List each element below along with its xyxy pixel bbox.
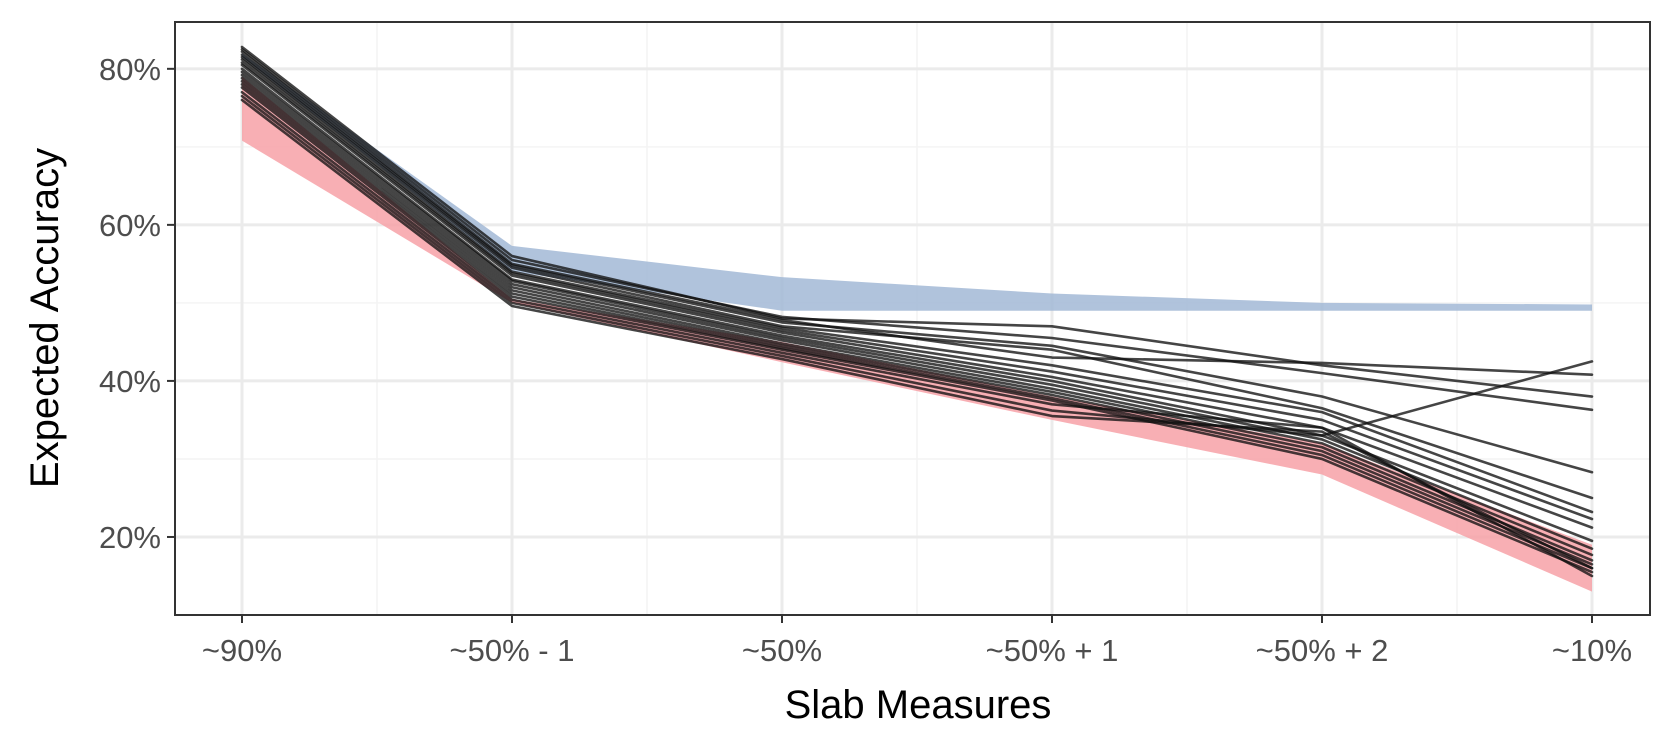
major-gridlines <box>175 22 1650 615</box>
series-line-1 <box>240 45 1594 398</box>
x-tick-label: ~50% - 1 <box>450 633 575 668</box>
x-tick-label: ~50% + 1 <box>986 633 1119 668</box>
series-line-18 <box>240 98 1594 570</box>
series-line-10 <box>240 70 1594 550</box>
series-lines <box>240 45 1594 578</box>
series-line-16 <box>240 90 1594 578</box>
x-tick-label: ~50% + 2 <box>1256 633 1389 668</box>
plot-panel-border <box>174 21 1651 616</box>
y-tick-label: 20% <box>99 520 161 555</box>
series-line-17 <box>240 94 1594 437</box>
y-axis-title: Expected Accuracy <box>23 148 67 488</box>
series-line-2 <box>240 48 1594 412</box>
series-line-8 <box>240 63 1594 529</box>
series-line-4 <box>240 53 1594 474</box>
series-line-7 <box>240 61 1594 521</box>
series-line-15 <box>240 86 1594 574</box>
y-tick-label: 80% <box>99 52 161 87</box>
series-line-13 <box>240 80 1594 566</box>
y-axis: 20% 40% 60% 80% <box>99 52 175 555</box>
x-axis: ~90% ~50% - 1 ~50% ~50% + 1 ~50% + 2 ~10% <box>202 615 1632 668</box>
y-tick-label: 60% <box>99 208 161 243</box>
x-tick-label: ~90% <box>202 633 282 668</box>
series-line-12 <box>240 76 1594 562</box>
plot-panel-background <box>175 22 1650 615</box>
x-tick-label: ~10% <box>1552 633 1632 668</box>
y-tick-label: 40% <box>99 364 161 399</box>
x-axis-title: Slab Measures <box>785 683 1052 727</box>
series-line-11 <box>240 73 1594 557</box>
series-line-6 <box>240 58 1594 514</box>
x-tick-label: ~50% <box>742 633 822 668</box>
series-line-14 <box>240 83 1594 570</box>
